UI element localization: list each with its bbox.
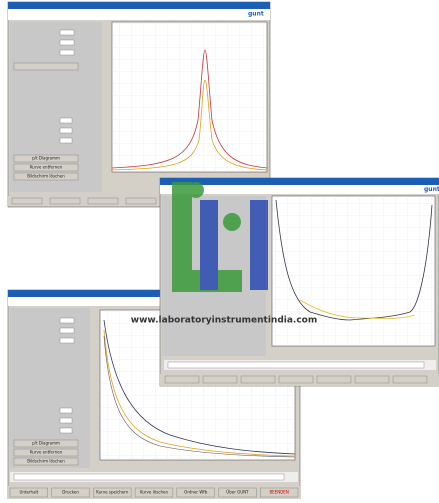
- logo: gunt: [424, 186, 439, 193]
- button[interactable]: [13, 62, 79, 71]
- toolbar-button[interactable]: [51, 487, 90, 498]
- button[interactable]: [13, 457, 79, 466]
- curve: [111, 49, 268, 169]
- watermark-logo: [172, 182, 268, 292]
- toolbar-button[interactable]: [9, 487, 48, 498]
- button[interactable]: [13, 448, 79, 457]
- curve: [275, 199, 433, 321]
- curve: [103, 329, 296, 457]
- button[interactable]: [13, 154, 79, 163]
- button-label: Kurve entfernen: [30, 450, 63, 455]
- logo: gunt: [248, 11, 264, 18]
- window-1: gunt p/t Diagramm Kurve entfernen Bildsc…: [7, 1, 271, 208]
- curve: [103, 335, 296, 458]
- toolbar-button[interactable]: [260, 487, 299, 498]
- curve: [299, 299, 416, 319]
- toolbar-button[interactable]: [134, 487, 174, 498]
- curve: [103, 319, 296, 455]
- button[interactable]: [13, 172, 79, 181]
- toolbar-label: Kurve löschen: [140, 490, 169, 495]
- button-label: p/t Diagramm: [32, 441, 60, 446]
- toolbar-label: Über GUNT: [226, 490, 249, 495]
- watermark: www.laboratoryinstrumentindia.com: [131, 316, 317, 326]
- toolbar-label: Ordner Wfb: [184, 490, 208, 495]
- curve: [111, 79, 268, 171]
- button-label: Bildschirm löschen: [27, 174, 65, 179]
- file-path: [13, 473, 285, 481]
- button-label: Kurve entfernen: [30, 165, 63, 170]
- toolbar-label: Unterhalt: [19, 490, 38, 495]
- toolbar-button[interactable]: [176, 487, 215, 498]
- toolbar-button[interactable]: [93, 487, 132, 498]
- button-label: p/t Diagramm: [32, 156, 60, 161]
- toolbar-label: Kurve speichern: [96, 490, 129, 495]
- button[interactable]: [13, 163, 79, 172]
- button-label: Bildschirm löschen: [27, 459, 65, 464]
- toolbar-label: Drucken: [62, 490, 79, 495]
- file-path: [167, 361, 425, 369]
- toolbar-button[interactable]: [218, 487, 257, 498]
- button[interactable]: [13, 439, 79, 448]
- toolbar-label: BEENDEN: [269, 490, 288, 495]
